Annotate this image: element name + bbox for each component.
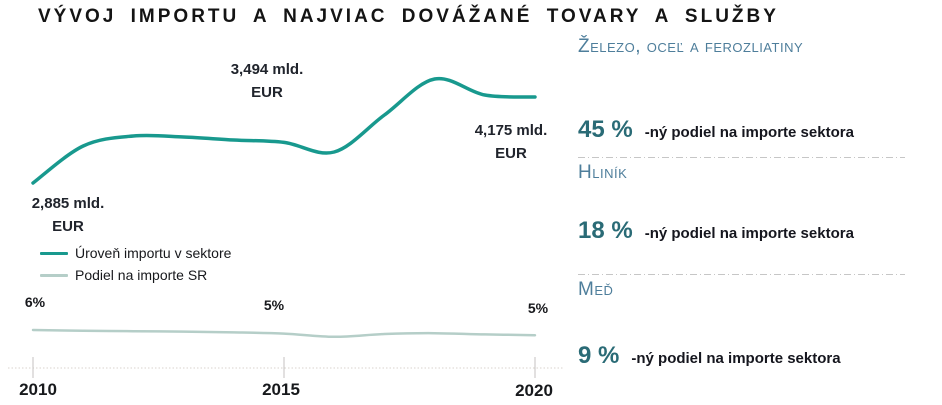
data-label-2010-unit: EUR [52,218,84,235]
data-label-2020: 4,175 mld. EUR [461,119,561,165]
sector-name-aluminium: Hliník [578,162,628,183]
legend-item-import-level: Úroveň importu v sektore [40,242,231,264]
sector-row-iron-steel: 45 % -ný podiel na importe sektora [578,116,854,144]
x-tick-2015: 2015 [262,380,300,399]
sector-desc-copper: -ný podiel na importe sektora [631,350,841,367]
data-label-2020-unit: EUR [495,145,527,162]
data-label-2010-value: 2,885 mld. [31,195,105,212]
data-label-2015-unit: EUR [251,84,283,101]
data-label-2015: 3,494 mld. EUR [217,58,317,104]
data-label-2010: 2,885 mld. EUR [18,192,118,238]
sector-share-copper: 9 % [578,342,620,369]
gray-line-swatch-icon [40,273,68,277]
data-label-2020-value: 4,175 mld. [474,122,548,139]
x-tick-2010: 2010 [19,380,57,399]
sector-desc-iron-steel: -ný podiel na importe sektora [644,124,854,141]
sector-desc-aluminium: -ný podiel na importe sektora [644,225,854,242]
share-label-2010: 6% [24,294,46,310]
legend: Úroveň importu v sektore Podiel na impor… [40,242,231,286]
section-divider [578,274,905,275]
section-divider [578,157,905,158]
legend-item-share-label: Podiel na importe SR [75,267,208,283]
page-title: VÝVOJ IMPORTU A NAJVIAC DOVÁŽANÉ TOVARY … [38,6,779,27]
sector-share-iron-steel: 45 % [578,116,633,143]
sector-name-copper: Meď [578,279,614,300]
sector-row-aluminium: 18 % -ný podiel na importe sektora [578,217,854,245]
share-label-2020: 5% [527,300,549,316]
legend-item-share: Podiel na importe SR [40,264,231,286]
data-label-2015-value: 3,494 mld. [230,61,304,78]
legend-item-import-level-label: Úroveň importu v sektore [75,245,232,261]
sector-name-iron-steel: Železo, oceľ a ferozliatiny [578,36,804,57]
sector-share-aluminium: 18 % [578,217,633,244]
x-tick-2020: 2020 [515,381,553,400]
share-label-2015: 5% [263,297,285,313]
teal-line-swatch-icon [40,251,68,255]
sector-row-copper: 9 % -ný podiel na importe sektora [578,342,841,370]
